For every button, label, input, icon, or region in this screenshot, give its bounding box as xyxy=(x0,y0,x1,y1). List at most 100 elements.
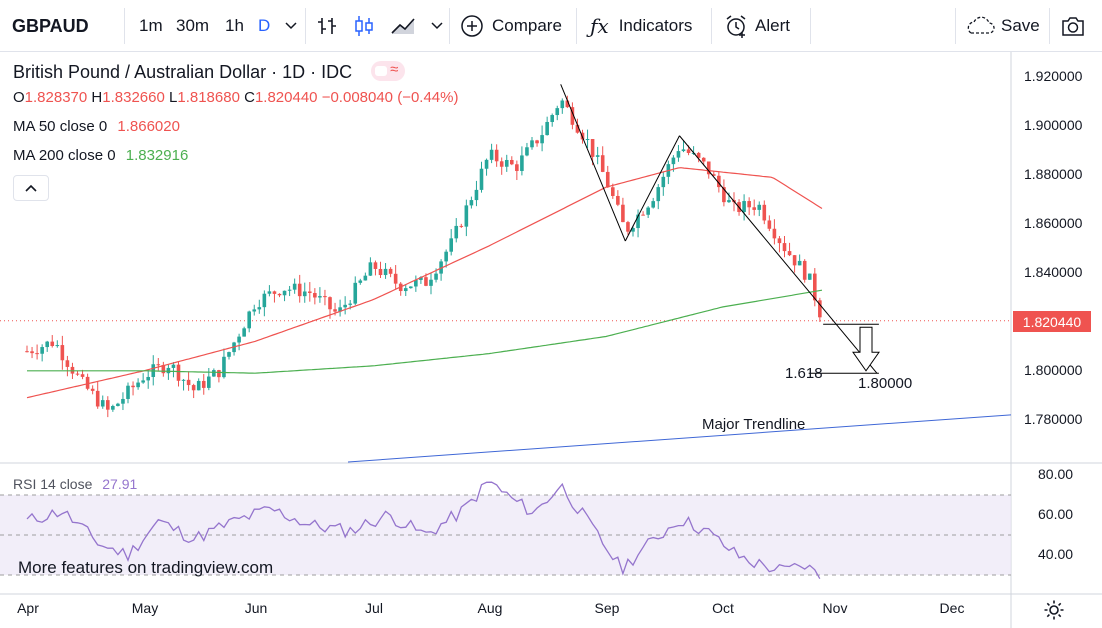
candle-down xyxy=(323,296,327,298)
price-tick-label: 1.860000 xyxy=(1024,214,1083,231)
candle-up xyxy=(358,280,363,283)
ma50-legend[interactable]: MA 50 close 0 1.866020 xyxy=(13,118,180,135)
candle-up xyxy=(545,121,549,136)
candle-down xyxy=(696,152,701,158)
market-status-badge[interactable]: ≈ xyxy=(371,61,406,81)
candle-up xyxy=(479,168,484,190)
chart-settings-button[interactable] xyxy=(1040,597,1068,623)
save-button[interactable]: Save xyxy=(963,0,1040,52)
candle-up xyxy=(414,279,418,287)
candle-up xyxy=(409,286,413,289)
candle-down xyxy=(80,374,85,377)
candle-up xyxy=(287,289,292,291)
interval-dropdown-button[interactable] xyxy=(284,0,298,52)
candle-down xyxy=(752,207,756,210)
candle-up xyxy=(111,405,115,410)
candle-up xyxy=(363,275,368,281)
symbol-search-button[interactable]: GBPAUD xyxy=(12,15,89,36)
interval-30m-button[interactable]: 30m xyxy=(176,16,210,35)
candle-up xyxy=(45,341,49,348)
ma200-line xyxy=(27,289,823,374)
candle-down xyxy=(767,220,772,229)
candle-down xyxy=(605,171,610,188)
interval-d-button[interactable]: D xyxy=(258,16,271,35)
time-tick-label: Oct xyxy=(712,600,734,616)
rsi-label: RSI 14 close xyxy=(13,476,93,492)
candle-down xyxy=(686,149,691,153)
candle-down xyxy=(787,251,792,256)
snapshot-button[interactable] xyxy=(1060,0,1086,52)
candle-down xyxy=(570,107,575,125)
candle-up xyxy=(631,228,635,232)
candle-down xyxy=(706,161,711,175)
candle-down xyxy=(308,291,312,293)
toolbar-divider xyxy=(810,8,811,44)
interval-1m-button[interactable]: 1m xyxy=(139,16,163,35)
ma200-value: 1.832916 xyxy=(125,147,189,164)
candle-down xyxy=(60,345,65,361)
candle-down xyxy=(201,380,206,388)
wave-icon: ≈ xyxy=(390,61,399,78)
rsi-legend[interactable]: RSI 14 close 27.91 xyxy=(13,476,137,492)
ma50-value: 1.866020 xyxy=(117,118,180,135)
candle-up xyxy=(292,283,297,290)
candle-up xyxy=(196,380,201,391)
candle-up xyxy=(646,207,650,215)
pattern-trendline xyxy=(679,135,878,374)
plus-circle-icon xyxy=(461,15,483,37)
pattern-trendline xyxy=(624,135,680,242)
chart-type-dropdown-button[interactable] xyxy=(430,0,444,52)
candle-up xyxy=(454,225,459,239)
candle-up xyxy=(661,176,666,188)
bar-style-button[interactable] xyxy=(316,0,340,52)
rsi-line xyxy=(26,481,821,580)
candle-down xyxy=(393,273,398,284)
candle-up xyxy=(40,347,44,354)
candle-down xyxy=(575,124,580,133)
candle-up xyxy=(181,379,186,381)
candle-down xyxy=(510,159,514,165)
time-tick-label: May xyxy=(131,600,159,616)
candle-down xyxy=(712,174,716,176)
compare-button[interactable]: Compare xyxy=(460,0,562,52)
major-trendline xyxy=(347,414,1012,463)
ohlc-close-value: 1.820440 xyxy=(254,89,318,106)
candle-down xyxy=(50,341,55,347)
area-style-button[interactable] xyxy=(390,0,420,52)
collapse-legend-button[interactable] xyxy=(13,175,49,201)
ma50-line xyxy=(26,167,823,399)
candle-up xyxy=(237,336,241,343)
rsi-value: 27.91 xyxy=(102,476,138,492)
ma200-legend[interactable]: MA 200 close 0 1.832916 xyxy=(13,147,188,164)
candle-down xyxy=(217,370,221,378)
time-tick-label: Jun xyxy=(244,600,268,616)
alert-button[interactable]: Alert xyxy=(723,0,790,52)
interval-1h-button[interactable]: 1h xyxy=(225,16,244,35)
candles-style-button[interactable] xyxy=(352,0,376,52)
indicators-button[interactable]: ƒx Indicators xyxy=(590,0,692,52)
candle-up xyxy=(171,364,176,368)
candle-down xyxy=(272,291,277,294)
candle-down xyxy=(772,228,777,239)
candle-down xyxy=(626,222,630,232)
fib-level-label: 1.618 xyxy=(785,365,823,382)
alert-label: Alert xyxy=(755,16,790,35)
candle-up xyxy=(525,147,529,156)
candle-up xyxy=(116,403,120,406)
ma50-label: MA 50 close 0 xyxy=(13,118,108,135)
time-tick-label: Apr xyxy=(17,600,39,616)
pattern-trendline xyxy=(560,84,626,242)
ohlc-low-value: 1.818680 xyxy=(177,89,240,106)
tradingview-watermark[interactable]: More features on tradingview.com xyxy=(18,558,274,577)
candle-down xyxy=(313,292,317,298)
candle-down xyxy=(590,139,595,157)
candle-up xyxy=(757,204,762,210)
toolbar-divider xyxy=(576,8,577,44)
candle-down xyxy=(65,360,70,367)
candle-down xyxy=(106,400,110,410)
candle-up xyxy=(242,328,246,337)
candle-down xyxy=(565,100,570,108)
candle-up xyxy=(540,135,544,144)
candle-up xyxy=(555,108,560,116)
